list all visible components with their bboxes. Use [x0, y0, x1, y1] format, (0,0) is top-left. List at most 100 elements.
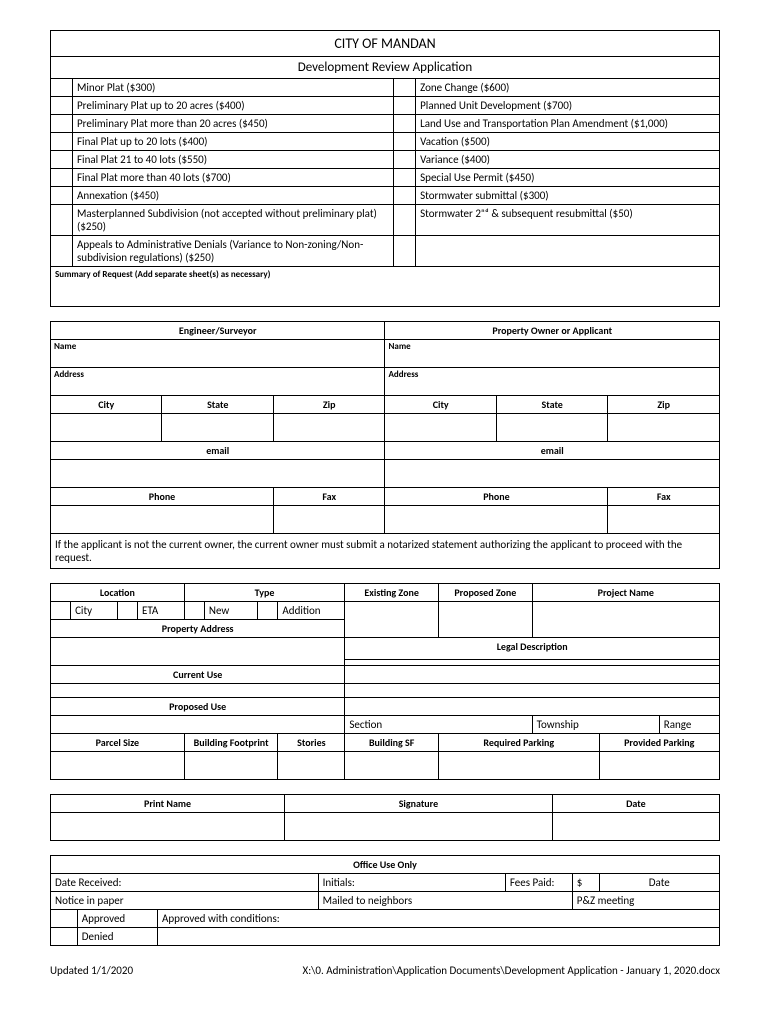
checkbox[interactable] — [394, 151, 416, 169]
address-label[interactable]: Address — [51, 368, 385, 396]
checkbox[interactable] — [51, 151, 73, 169]
signature-table: Print Name Signature Date — [50, 794, 720, 841]
form-title: Development Review Application — [51, 57, 720, 79]
name-label[interactable]: Name — [385, 340, 720, 368]
print-name-label: Print Name — [51, 795, 285, 813]
zip-field[interactable] — [608, 414, 720, 442]
phone-label: Phone — [51, 488, 274, 506]
approved-cond-label[interactable]: Approved with conditions: — [158, 910, 720, 928]
phone-field[interactable] — [51, 506, 274, 534]
email-field[interactable] — [51, 460, 385, 488]
checkbox[interactable] — [51, 910, 78, 928]
pz-label[interactable]: P&Z meeting — [572, 892, 719, 910]
checkbox[interactable] — [51, 97, 73, 115]
office-header: Office Use Only — [51, 856, 720, 874]
property-address-field[interactable] — [51, 638, 345, 666]
checkbox[interactable] — [51, 205, 73, 236]
state-field[interactable] — [162, 414, 273, 442]
parcel-size-label: Parcel Size — [51, 734, 185, 752]
fax-field[interactable] — [608, 506, 720, 534]
legal-desc-field[interactable] — [345, 684, 720, 698]
project-name-field[interactable] — [532, 602, 719, 638]
date-label: Date — [552, 795, 719, 813]
location-label: Location — [51, 584, 185, 602]
current-use-label: Current Use — [51, 666, 345, 684]
existing-zone-field[interactable] — [345, 602, 439, 638]
office-use-table: Office Use Only Date Received: Initials:… — [50, 855, 720, 946]
provided-parking-field[interactable] — [599, 752, 719, 780]
footer: Updated 1/1/2020 X:\0. Administration\Ap… — [50, 964, 720, 977]
signature-field[interactable] — [285, 813, 553, 841]
legal-desc-field[interactable] — [345, 698, 720, 716]
required-parking-field[interactable] — [438, 752, 599, 780]
name-label[interactable]: Name — [51, 340, 385, 368]
date-label[interactable]: Date — [599, 874, 719, 892]
city-field[interactable] — [51, 414, 162, 442]
checkbox[interactable] — [117, 602, 137, 620]
date-field[interactable] — [552, 813, 719, 841]
proposed-zone-field[interactable] — [438, 602, 532, 638]
mailed-label[interactable]: Mailed to neighbors — [318, 892, 572, 910]
building-sf-field[interactable] — [345, 752, 439, 780]
stories-field[interactable] — [278, 752, 345, 780]
blank-field[interactable] — [158, 928, 720, 946]
checkbox[interactable] — [184, 602, 204, 620]
fee-item: Preliminary Plat up to 20 acres ($400) — [73, 97, 394, 115]
parcel-size-field[interactable] — [51, 752, 185, 780]
checkbox[interactable] — [51, 79, 73, 97]
legal-desc-field[interactable] — [345, 666, 720, 684]
provided-parking-label: Provided Parking — [599, 734, 719, 752]
checkbox[interactable] — [51, 236, 73, 267]
checkbox[interactable] — [394, 187, 416, 205]
proposed-use-label: Proposed Use — [51, 698, 345, 716]
checkbox[interactable] — [51, 169, 73, 187]
checkbox[interactable] — [51, 187, 73, 205]
fax-label: Fax — [273, 488, 384, 506]
city-field[interactable] — [385, 414, 496, 442]
notice-label[interactable]: Notice in paper — [51, 892, 319, 910]
fax-label: Fax — [608, 488, 720, 506]
fee-item: Stormwater submittal ($300) — [416, 187, 720, 205]
date-received-label[interactable]: Date Received: — [51, 874, 319, 892]
email-field[interactable] — [385, 460, 720, 488]
property-address-label: Property Address — [51, 620, 345, 638]
current-use-field[interactable] — [51, 684, 345, 698]
checkbox[interactable] — [258, 602, 278, 620]
proposed-use-field[interactable] — [51, 716, 345, 734]
fee-item — [416, 236, 720, 267]
initials-label[interactable]: Initials: — [318, 874, 505, 892]
checkbox[interactable] — [394, 97, 416, 115]
state-field[interactable] — [496, 414, 607, 442]
checkbox[interactable] — [51, 928, 78, 946]
checkbox[interactable] — [51, 115, 73, 133]
email-label: email — [385, 442, 720, 460]
project-name-label: Project Name — [532, 584, 719, 602]
building-footprint-field[interactable] — [184, 752, 278, 780]
checkbox[interactable] — [394, 79, 416, 97]
fee-item: Vacation ($500) — [416, 133, 720, 151]
fax-field[interactable] — [273, 506, 384, 534]
address-label[interactable]: Address — [385, 368, 720, 396]
checkbox[interactable] — [394, 169, 416, 187]
signature-label: Signature — [285, 795, 553, 813]
checkbox[interactable] — [51, 133, 73, 151]
checkbox[interactable] — [394, 115, 416, 133]
zip-label: Zip — [273, 396, 384, 414]
fee-item: Annexation ($450) — [73, 187, 394, 205]
zip-field[interactable] — [273, 414, 384, 442]
summary-label[interactable]: Summary of Request (Add separate sheet(s… — [51, 267, 720, 307]
checkbox[interactable] — [51, 602, 71, 620]
updated-text: Updated 1/1/2020 — [50, 964, 133, 977]
denied-label: Denied — [77, 928, 157, 946]
phone-field[interactable] — [385, 506, 608, 534]
stories-label: Stories — [278, 734, 345, 752]
city-label: City — [51, 396, 162, 414]
phone-label: Phone — [385, 488, 608, 506]
print-name-field[interactable] — [51, 813, 285, 841]
existing-zone-label: Existing Zone — [345, 584, 439, 602]
dollar-label[interactable]: $ — [572, 874, 599, 892]
checkbox[interactable] — [394, 133, 416, 151]
building-footprint-label: Building Footprint — [184, 734, 278, 752]
checkbox[interactable] — [394, 205, 416, 236]
fee-item: Final Plat 21 to 40 lots ($550) — [73, 151, 394, 169]
